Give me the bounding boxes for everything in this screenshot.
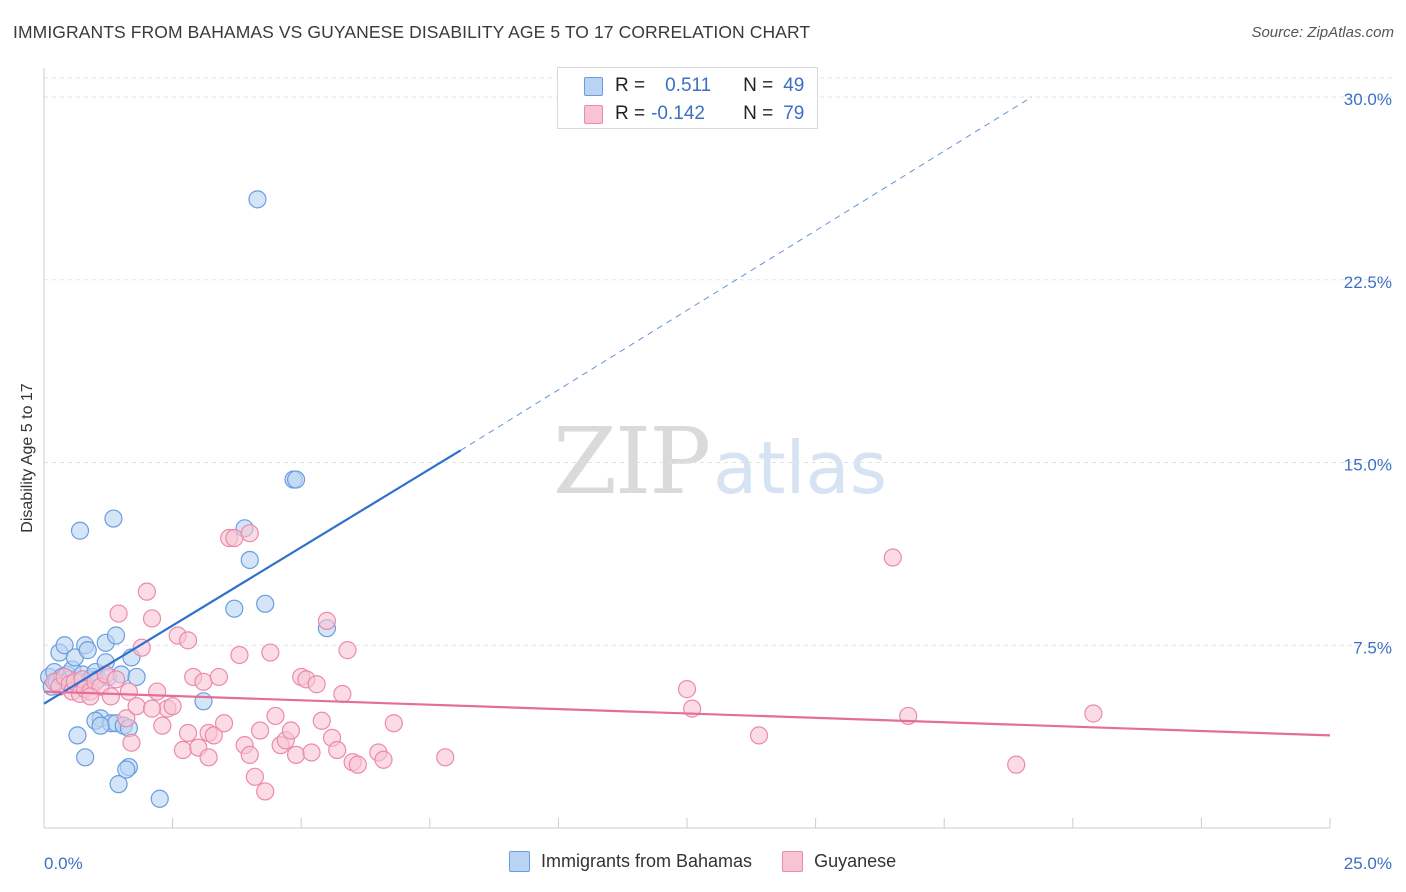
legend-swatch-blue (584, 76, 603, 96)
point-bahamas (150, 789, 169, 808)
point-guyanese (214, 714, 234, 733)
r-value: 0.511 (665, 75, 712, 96)
point-bahamas (194, 692, 213, 711)
point-bahamas (286, 470, 306, 489)
point-bahamas (127, 667, 146, 687)
point-bahamas (78, 641, 97, 660)
point-guyanese (261, 643, 280, 662)
point-bahamas (256, 594, 275, 613)
point-guyanese (106, 670, 126, 689)
point-guyanese (119, 682, 138, 701)
point-bahamas (70, 521, 90, 540)
point-guyanese (749, 726, 769, 745)
legend-swatch-blue (509, 851, 530, 872)
point-guyanese (194, 672, 213, 691)
n-label: N = (743, 103, 774, 124)
x-tick-label: 0.0% (44, 854, 83, 873)
point-guyanese (142, 699, 162, 718)
point-guyanese (266, 706, 285, 726)
n-value: 79 (783, 103, 805, 124)
point-guyanese (199, 748, 218, 767)
legend-label-bahamas: Immigrants from Bahamas (541, 851, 753, 871)
y-tick-label: 15.0% (1344, 456, 1392, 475)
point-guyanese (245, 767, 265, 786)
point-guyanese (281, 721, 301, 740)
point-guyanese (384, 714, 403, 733)
point-guyanese (328, 740, 347, 760)
point-guyanese (117, 709, 136, 728)
point-bahamas (109, 775, 128, 794)
point-guyanese (312, 711, 331, 730)
point-guyanese (178, 631, 198, 650)
point-guyanese (250, 721, 270, 740)
point-guyanese (209, 667, 228, 687)
point-guyanese (1084, 704, 1103, 723)
point-bahamas (240, 550, 259, 570)
point-guyanese (317, 611, 337, 630)
stats-legend: R = 0.511 N = 49 R = -0.142 N = 79 (557, 67, 818, 129)
y-tick-label: 22.5% (1344, 273, 1392, 292)
trendline-guyanese (43, 690, 1331, 737)
point-guyanese (225, 528, 244, 548)
point-bahamas (68, 726, 87, 745)
y-tick-label: 7.5% (1353, 638, 1392, 657)
point-guyanese (436, 748, 455, 767)
point-guyanese (137, 582, 156, 601)
r-value: -0.142 (651, 103, 705, 124)
point-guyanese (122, 733, 141, 752)
n-value: 49 (783, 75, 805, 96)
trendline-bahamas (43, 449, 462, 705)
point-bahamas (225, 599, 244, 618)
point-guyanese (204, 726, 223, 745)
point-guyanese (230, 645, 249, 665)
point-guyanese (286, 745, 306, 765)
legend-swatch-pink (584, 104, 603, 124)
legend-item-guyanese[interactable]: Guyanese (782, 851, 896, 872)
series-legend: Immigrants from Bahamas Guyanese (509, 851, 926, 872)
point-guyanese (153, 716, 172, 735)
point-guyanese (338, 641, 357, 660)
point-bahamas (76, 748, 95, 767)
point-bahamas (106, 626, 126, 645)
point-guyanese (1007, 755, 1026, 774)
r-label: R = (615, 75, 646, 96)
point-guyanese (142, 609, 162, 628)
legend-label-guyanese: Guyanese (814, 851, 897, 871)
point-guyanese (883, 548, 902, 567)
point-guyanese (132, 638, 151, 657)
y-tick-label: 30.0% (1344, 90, 1392, 109)
point-guyanese (240, 745, 259, 765)
point-guyanese (173, 740, 192, 760)
point-guyanese (101, 687, 120, 706)
point-guyanese (178, 723, 198, 743)
legend-item-bahamas[interactable]: Immigrants from Bahamas (509, 851, 752, 872)
n-label: N = (743, 75, 774, 96)
point-bahamas (104, 509, 123, 528)
point-guyanese (240, 524, 259, 543)
point-guyanese (374, 750, 393, 769)
point-guyanese (348, 755, 367, 774)
point-guyanese (307, 675, 326, 694)
point-guyanese (302, 743, 321, 762)
trendline-bahamas-extension (460, 96, 1032, 451)
point-bahamas (91, 716, 110, 735)
point-guyanese (148, 682, 167, 701)
stats-row-bahamas: R = 0.511 N = 49 (584, 73, 804, 99)
point-guyanese (81, 687, 100, 706)
point-bahamas (117, 760, 136, 779)
legend-swatch-pink (782, 851, 804, 872)
chart-title: IMMIGRANTS FROM BAHAMAS VS GUYANESE DISA… (13, 22, 811, 42)
point-guyanese (109, 604, 128, 623)
point-guyanese (163, 697, 182, 716)
stats-row-guyanese: R = -0.142 N = 79 (584, 101, 804, 127)
point-bahamas (248, 190, 267, 209)
x-tick-label: 25.0% (1344, 854, 1392, 873)
source-credit: Source: ZipAtlas.com (1251, 24, 1394, 41)
point-guyanese (677, 680, 697, 699)
r-label: R = (615, 103, 646, 124)
point-bahamas (55, 636, 74, 655)
point-guyanese (333, 684, 352, 704)
point-guyanese (256, 782, 275, 801)
